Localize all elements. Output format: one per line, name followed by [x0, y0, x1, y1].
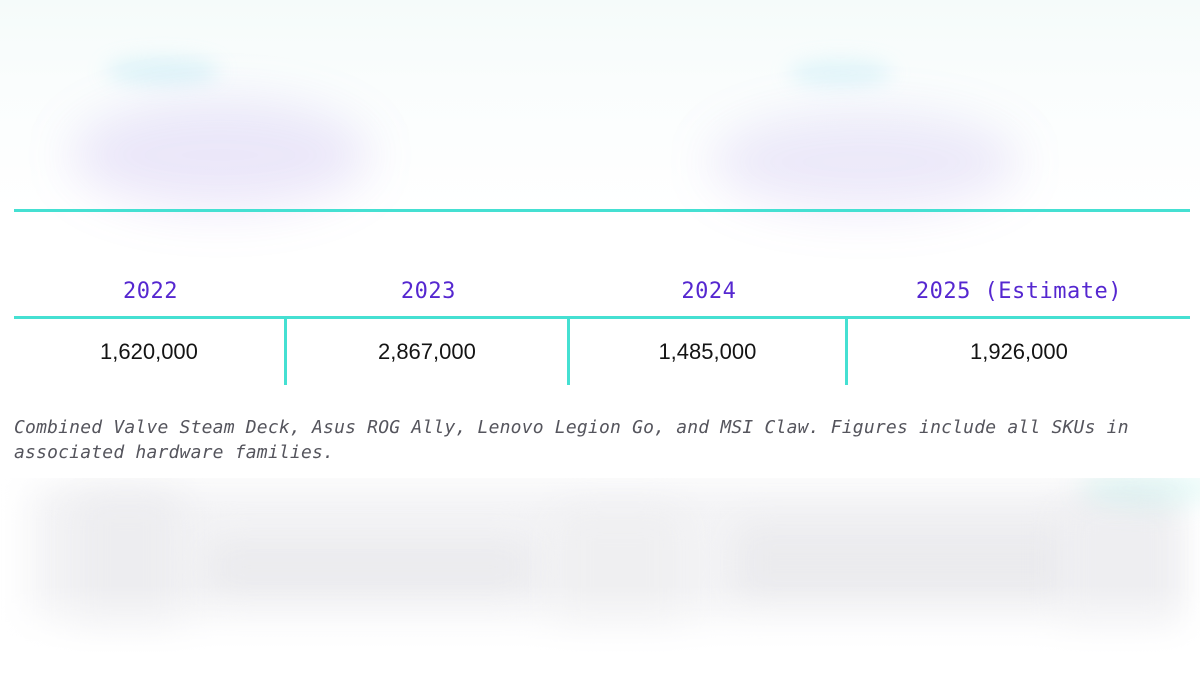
table-header-row: 2022 2023 2024 2025 (Estimate): [14, 212, 1190, 316]
value-cell-2022: 1,620,000: [14, 319, 287, 385]
blurred-teal-blob-left: [105, 58, 220, 84]
value-cell-2023: 2,867,000: [287, 319, 570, 385]
blurred-purple-blob-right: [710, 112, 1020, 212]
bottom-fade: [0, 585, 1200, 675]
blurred-purple-blob-left: [70, 100, 370, 210]
top-decoration: [0, 0, 1200, 212]
blurred-teal-blob-right: [788, 60, 893, 86]
handheld-sales-table: 2022 2023 2024 2025 (Estimate) 1,620,000…: [14, 209, 1190, 385]
header-cell-2023: 2023: [400, 279, 456, 304]
table-middle-rule: [14, 316, 1190, 319]
header-cell-2022: 2022: [122, 279, 178, 304]
table-value-row: 1,620,000 2,867,000 1,485,000 1,926,000: [14, 319, 1190, 385]
value-cell-2024: 1,485,000: [570, 319, 848, 385]
value-cell-2025-estimate: 1,926,000: [969, 339, 1068, 364]
table-footnote: Combined Valve Steam Deck, Asus ROG Ally…: [14, 417, 1129, 463]
table-top-rule: [14, 209, 1190, 212]
header-cell-2024: 2024: [681, 279, 737, 304]
bottom-decoration: [0, 478, 1200, 675]
header-cell-2025-estimate: 2025 (Estimate): [915, 279, 1123, 304]
